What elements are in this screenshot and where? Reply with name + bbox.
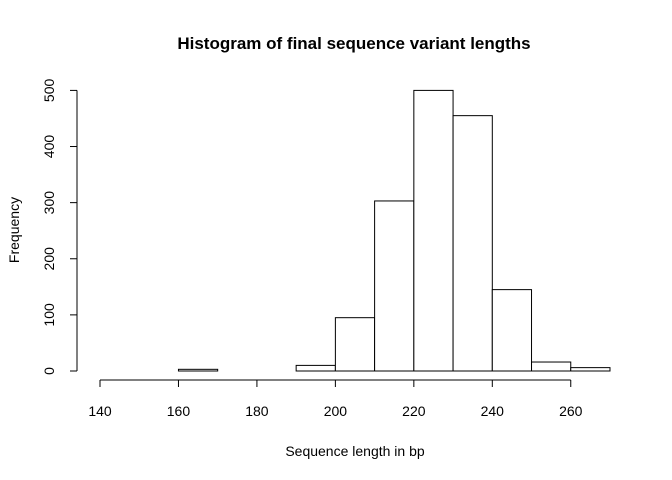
y-axis: 0 100 200 300 400 500 <box>41 79 78 375</box>
x-axis-label: Sequence length in bp <box>285 443 425 459</box>
y-tick-label-1: 100 <box>41 303 57 327</box>
histogram-bar-10 <box>491 289 533 372</box>
x-tick-label-2: 180 <box>245 403 269 419</box>
y-axis-label: Frequency <box>6 197 22 263</box>
histogram-bar-12 <box>570 367 611 372</box>
x-tick-label-5: 240 <box>481 403 505 419</box>
histogram-bar-8 <box>413 89 454 372</box>
chart-title: Histogram of final sequence variant leng… <box>177 34 530 53</box>
histogram-bar-5 <box>295 364 336 372</box>
y-tick-label-0: 0 <box>41 367 57 375</box>
x-axis: 140 160 180 200 220 240 260 <box>88 379 583 419</box>
y-tick-label-3: 300 <box>41 191 57 215</box>
histogram-bar-11 <box>531 361 572 372</box>
y-tick-label-4: 400 <box>41 135 57 159</box>
y-tick-label-5: 500 <box>41 79 57 103</box>
histogram-bar-7 <box>374 200 415 372</box>
x-tick-label-0: 140 <box>88 403 112 419</box>
histogram-bar-2 <box>177 368 219 372</box>
x-tick-label-3: 200 <box>324 403 348 419</box>
y-tick-label-2: 200 <box>41 247 57 271</box>
histogram-bar-9 <box>452 115 493 372</box>
x-tick-label-1: 160 <box>167 403 191 419</box>
bars-group <box>177 89 611 372</box>
x-tick-label-4: 220 <box>402 403 426 419</box>
histogram-bar-6 <box>334 317 376 372</box>
x-tick-label-6: 260 <box>559 403 583 419</box>
